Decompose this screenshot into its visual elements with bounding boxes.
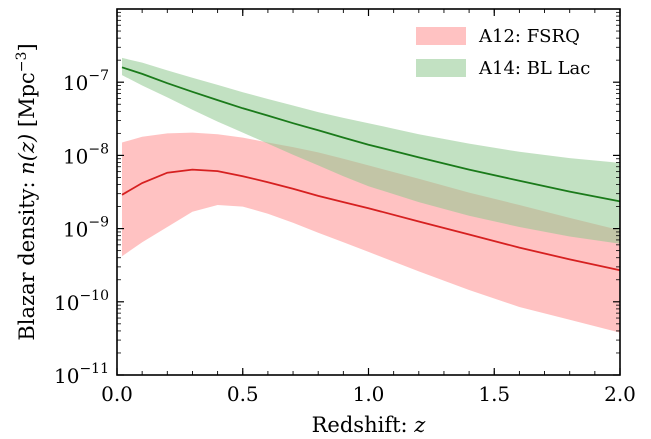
a14-bl-lac-band (122, 57, 620, 244)
a12-fsrq-band (122, 132, 620, 333)
y-tick-label: 10−10 (54, 288, 109, 315)
x-tick-label: 1.0 (353, 382, 385, 406)
x-tick-label: 2.0 (604, 382, 636, 406)
y-tick-label: 10−8 (63, 141, 109, 168)
y-axis-label-unit-close: ] (15, 43, 39, 51)
legend-label: A12: FSRQ (478, 26, 580, 47)
y-axis-label-text: Blazar density: (15, 175, 39, 341)
x-axis-label-text: Redshift: (312, 413, 415, 437)
legend-label: A14: BL Lac (478, 58, 590, 79)
legend-swatch (416, 59, 466, 77)
x-tick-labels: 0.0 0.5 1.0 1.5 2.0 (101, 382, 636, 406)
legend: A12: FSRQ A14: BL Lac (416, 26, 590, 79)
y-axis-label-unit-exp: −3 (14, 52, 30, 73)
a12-fsrq-line (121, 168, 621, 272)
x-axis-label-var: z (413, 413, 426, 437)
y-tick-label: 10−7 (63, 68, 109, 95)
confidence-bands (122, 57, 620, 333)
legend-swatch (416, 27, 466, 45)
y-axis-label-var: n(z) (15, 134, 39, 175)
y-tick-label: 10−9 (63, 215, 109, 242)
a14-bl-lac-line (121, 66, 621, 203)
x-tick-label: 1.5 (478, 382, 510, 406)
y-axis-label: Blazar density: n(z) [Mpc−3] (14, 43, 39, 340)
plot-area (116, 8, 621, 376)
x-axis-label: Redshift: z (312, 413, 427, 437)
series-lines (121, 66, 621, 272)
y-tick-labels: 10−10 10−9 10−8 10−7 10−11 (54, 68, 109, 388)
axis-ticks (116, 9, 621, 376)
y-axis-label-unit: [Mpc (15, 72, 39, 134)
y-tick-label: 10−11 (54, 361, 109, 388)
x-tick-label: 0.5 (227, 382, 259, 406)
x-tick-label: 0.0 (101, 382, 133, 406)
